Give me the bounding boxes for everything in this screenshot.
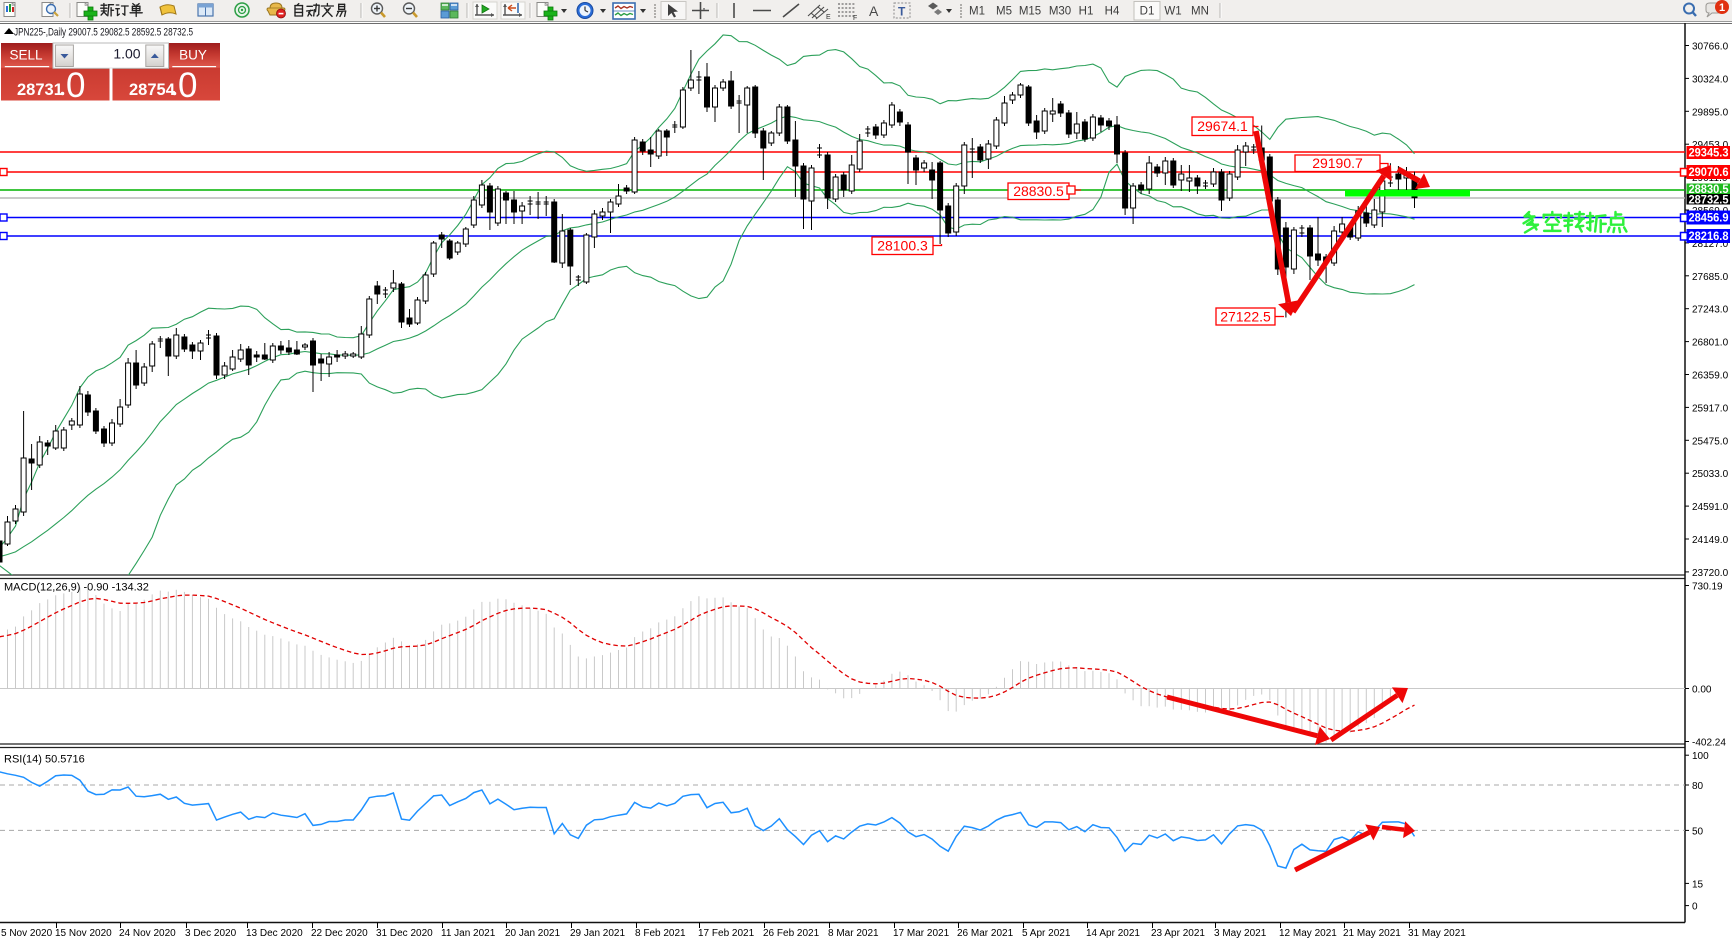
svg-text:20 Jan 2021: 20 Jan 2021: [505, 928, 560, 939]
svg-text:50: 50: [1692, 826, 1704, 837]
svg-text:30766.0: 30766.0: [1692, 42, 1729, 53]
svg-text:80: 80: [1692, 781, 1704, 792]
svg-text:24149.0: 24149.0: [1692, 535, 1729, 546]
svg-text:27122.5: 27122.5: [1220, 308, 1271, 324]
svg-text:8 Feb 2021: 8 Feb 2021: [635, 928, 686, 939]
svg-text:JPN225-,Daily 29007.5 29082.5: JPN225-,Daily 29007.5 29082.5 28592.5 28…: [14, 27, 193, 39]
svg-text:28731: 28731: [17, 81, 63, 99]
svg-text:22 Dec 2020: 22 Dec 2020: [311, 928, 368, 939]
svg-text:0: 0: [1692, 902, 1698, 913]
svg-text:RSI(14) 50.5716: RSI(14) 50.5716: [4, 754, 85, 766]
svg-text:A: A: [869, 3, 879, 19]
svg-text:F: F: [853, 15, 857, 22]
svg-text:D1: D1: [1140, 6, 1155, 18]
svg-text:H4: H4: [1105, 6, 1120, 18]
svg-text:30324.0: 30324.0: [1692, 74, 1729, 85]
svg-text:27243.0: 27243.0: [1692, 305, 1729, 316]
svg-text:15: 15: [1692, 879, 1704, 890]
svg-text:E: E: [826, 14, 831, 21]
svg-text:29070.6: 29070.6: [1689, 165, 1729, 179]
svg-text:0.00: 0.00: [1692, 685, 1712, 696]
svg-text:5 Nov 2020: 5 Nov 2020: [1, 928, 53, 939]
svg-text:3 May 2021: 3 May 2021: [1214, 928, 1267, 939]
svg-text:26801.0: 26801.0: [1692, 338, 1729, 349]
svg-text:29190.7: 29190.7: [1312, 155, 1363, 171]
svg-text:12 May 2021: 12 May 2021: [1279, 928, 1337, 939]
svg-text:3 Dec 2020: 3 Dec 2020: [185, 928, 237, 939]
svg-text:28754: 28754: [129, 81, 176, 99]
svg-text:28456.9: 28456.9: [1689, 211, 1729, 225]
svg-text:-402.24: -402.24: [1692, 738, 1726, 749]
svg-text:23 Apr 2021: 23 Apr 2021: [1151, 928, 1205, 939]
svg-text:24 Nov 2020: 24 Nov 2020: [119, 928, 176, 939]
svg-text:100: 100: [1692, 751, 1709, 762]
svg-text:1.00: 1.00: [113, 46, 140, 62]
svg-text:T: T: [898, 5, 906, 19]
svg-text:14 Apr 2021: 14 Apr 2021: [1086, 928, 1140, 939]
svg-text:26 Mar 2021: 26 Mar 2021: [957, 928, 1014, 939]
svg-text:M30: M30: [1049, 6, 1071, 18]
svg-text:8 Mar 2021: 8 Mar 2021: [828, 928, 879, 939]
svg-text:MACD(12,26,9) -0.90 -134.32: MACD(12,26,9) -0.90 -134.32: [4, 582, 149, 594]
svg-text:H1: H1: [1079, 6, 1094, 18]
svg-text:26 Feb 2021: 26 Feb 2021: [763, 928, 820, 939]
svg-text:23720.0: 23720.0: [1692, 568, 1729, 579]
svg-text:MN: MN: [1191, 6, 1209, 18]
svg-text:24591.0: 24591.0: [1692, 502, 1729, 513]
svg-text:15 Nov 2020: 15 Nov 2020: [55, 928, 112, 939]
svg-text:17 Feb 2021: 17 Feb 2021: [698, 928, 755, 939]
svg-text:27685.0: 27685.0: [1692, 272, 1729, 283]
svg-text:M15: M15: [1019, 6, 1041, 18]
svg-text:0: 0: [66, 66, 85, 105]
svg-text:5 Apr 2021: 5 Apr 2021: [1022, 928, 1071, 939]
svg-text:25475.0: 25475.0: [1692, 436, 1729, 447]
svg-text:28216.8: 28216.8: [1689, 229, 1729, 243]
svg-text:13 Dec 2020: 13 Dec 2020: [246, 928, 303, 939]
svg-text:1: 1: [1719, 2, 1725, 14]
svg-text:29345.3: 29345.3: [1689, 146, 1729, 160]
svg-text:11 Jan 2021: 11 Jan 2021: [441, 928, 496, 939]
svg-text:25033.0: 25033.0: [1692, 469, 1729, 480]
svg-text:31 May 2021: 31 May 2021: [1408, 928, 1466, 939]
svg-text:29674.1: 29674.1: [1197, 118, 1248, 134]
svg-text:28732.5: 28732.5: [1689, 192, 1729, 206]
svg-text:0: 0: [178, 66, 197, 105]
svg-text:28100.3: 28100.3: [877, 238, 928, 254]
svg-text:SELL: SELL: [9, 48, 43, 63]
svg-text:W1: W1: [1164, 6, 1181, 18]
svg-text:21 May 2021: 21 May 2021: [1343, 928, 1401, 939]
svg-text:31 Dec 2020: 31 Dec 2020: [376, 928, 433, 939]
svg-text:M5: M5: [996, 6, 1012, 18]
svg-text:730.19: 730.19: [1692, 582, 1723, 593]
svg-text:28830.5: 28830.5: [1013, 183, 1064, 199]
svg-text:25917.0: 25917.0: [1692, 403, 1729, 414]
svg-text:26359.0: 26359.0: [1692, 371, 1729, 382]
svg-text:29895.0: 29895.0: [1692, 107, 1729, 118]
svg-text:17 Mar 2021: 17 Mar 2021: [893, 928, 950, 939]
svg-text:29 Jan 2021: 29 Jan 2021: [570, 928, 625, 939]
svg-text:M1: M1: [969, 6, 985, 18]
svg-text:BUY: BUY: [179, 48, 207, 63]
